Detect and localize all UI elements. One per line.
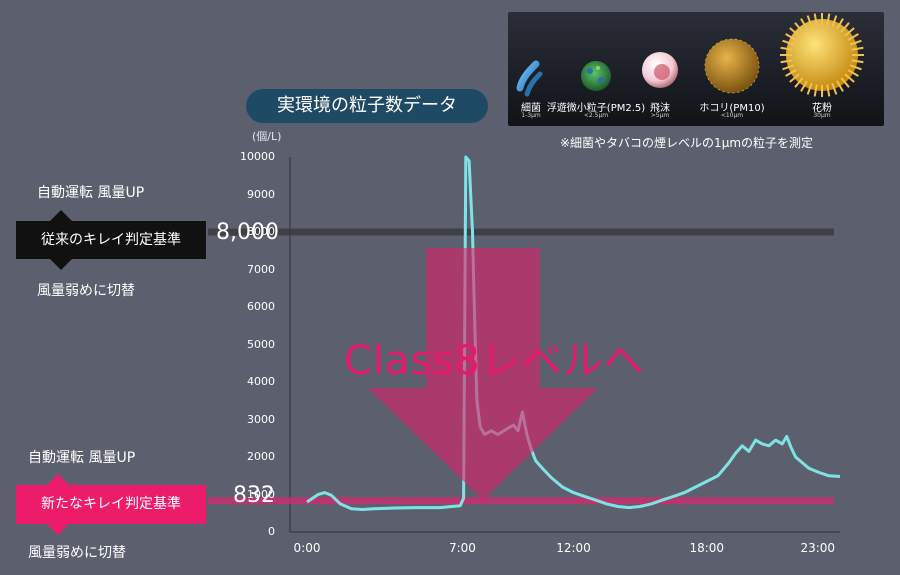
pollen-spike: [836, 18, 844, 30]
pollen-spike: [800, 18, 808, 30]
particle-name-label: 細菌: [521, 103, 541, 114]
pollen-spike: [847, 33, 859, 41]
x-tick-label: 7:00: [448, 541, 476, 555]
particle-size-label: <2.5μm: [583, 112, 609, 119]
old-below-text: 風量弱めに切替: [37, 283, 135, 299]
new-above-text: 自動運転 風量UP: [28, 450, 136, 466]
x-tick-label: 18:00: [689, 541, 725, 555]
new-down-triangle-icon: [46, 523, 70, 535]
measurement-note: ※細菌やタバコの煙レベルの1μmの粒子を測定: [560, 136, 814, 150]
y-tick-label: 7000: [247, 262, 275, 276]
new-threshold-box: 新たなキレイ判定基準: [16, 485, 206, 524]
pollen-spike: [785, 69, 797, 77]
particle-size-label: 30μm: [813, 112, 831, 119]
pollen-spike: [813, 13, 818, 26]
pollen-spike: [836, 80, 844, 92]
pollen-spike: [840, 77, 850, 88]
pollen-spike: [780, 46, 793, 51]
particle-count-series-line: [306, 155, 841, 511]
y-tick-label: 6000: [247, 300, 275, 313]
pollen-spike: [844, 27, 855, 37]
pollen-spike: [813, 84, 818, 97]
pollen-spike: [851, 46, 864, 51]
x-tick-label: 0:00: [293, 541, 321, 555]
pollen-spike: [831, 82, 838, 95]
new-threshold-value: 832: [233, 483, 275, 508]
x-tick-label: 23:00: [800, 541, 836, 555]
pollen-spike: [844, 73, 855, 83]
pollen-spike: [800, 80, 808, 92]
y-axis-unit: (個/L): [252, 130, 282, 143]
y-tick-label: 8000: [247, 225, 275, 238]
x-tick-label: 12:00: [556, 541, 591, 555]
dust-icon: [704, 38, 760, 94]
old-down-triangle-icon: [49, 258, 73, 270]
old-threshold-box: 従来のキレイ判定基準: [16, 221, 206, 259]
old-threshold-value: 8,000: [216, 220, 279, 245]
y-tick-label: 10000: [240, 150, 275, 163]
y-tick-label: 0: [268, 525, 275, 538]
pollen-spike: [806, 15, 813, 28]
pollen-spike: [849, 39, 862, 46]
pollen-spike: [849, 64, 862, 71]
particle-name-label: 飛沫: [650, 103, 670, 114]
old-up-triangle-icon: [49, 210, 73, 222]
droplet-icon: [642, 52, 678, 88]
pollen-spike: [826, 84, 831, 97]
y-tick-label: 9000: [247, 187, 275, 201]
pollen-spike: [785, 33, 797, 41]
pollen-spike: [794, 77, 804, 88]
particle-name-label: 浮遊微小粒子(PM2.5): [546, 103, 646, 114]
down-arrow-icon: [368, 248, 598, 500]
pollen-spike: [831, 15, 838, 28]
pollen-icon: [780, 13, 864, 97]
pm25-icon: [581, 61, 611, 91]
pollen-spike: [794, 22, 804, 33]
pollen-spike: [826, 13, 831, 26]
y-tick-label: 1000: [247, 487, 275, 501]
particle-size-label: <10μm: [720, 112, 744, 119]
particle-size-label: 1-3μm: [521, 112, 541, 119]
particle-size-label: >5μm: [650, 112, 670, 119]
pollen-spike: [782, 64, 795, 71]
pollen-spike: [789, 27, 800, 37]
y-tick-label: 5000: [247, 337, 275, 351]
pollen-spike: [851, 59, 864, 64]
pollen-spike: [782, 39, 795, 46]
old-above-text: 自動運転 風量UP: [37, 185, 145, 201]
particle-name-label: 花粉: [812, 103, 832, 114]
bacteria-icon: [516, 60, 543, 97]
class8-annotation: Class8レベルへ: [344, 338, 645, 384]
new-up-triangle-icon: [46, 474, 70, 486]
pollen-spike: [806, 82, 813, 95]
pollen-spike: [840, 22, 850, 33]
y-tick-label: 3000: [247, 412, 275, 426]
new-below-text: 風量弱めに切替: [28, 545, 126, 561]
y-tick-label: 4000: [247, 375, 275, 388]
pollen-spike: [847, 69, 859, 77]
pollen-spike: [780, 59, 793, 64]
particle-name-label: ホコリ(PM10): [699, 103, 765, 114]
chart-title: 実環境の粒子数データ: [246, 89, 488, 123]
pollen-spike: [789, 73, 800, 83]
y-tick-label: 2000: [247, 450, 275, 463]
